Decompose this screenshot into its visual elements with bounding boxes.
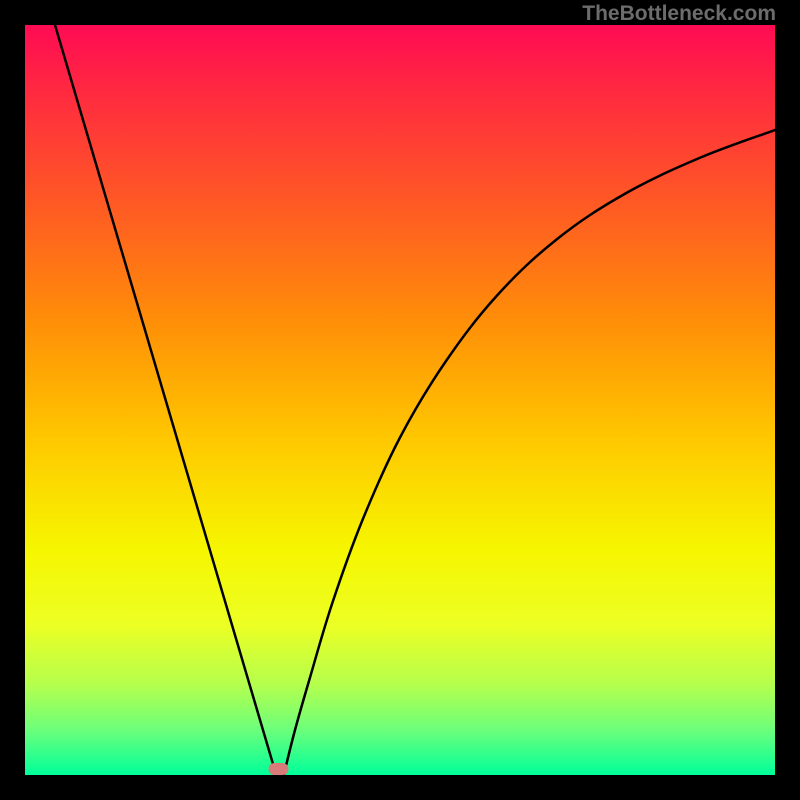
chart-container: TheBottleneck.com — [0, 0, 800, 800]
watermark-text: TheBottleneck.com — [582, 2, 776, 26]
bottleneck-curve — [25, 25, 775, 775]
plot-area — [25, 25, 775, 775]
